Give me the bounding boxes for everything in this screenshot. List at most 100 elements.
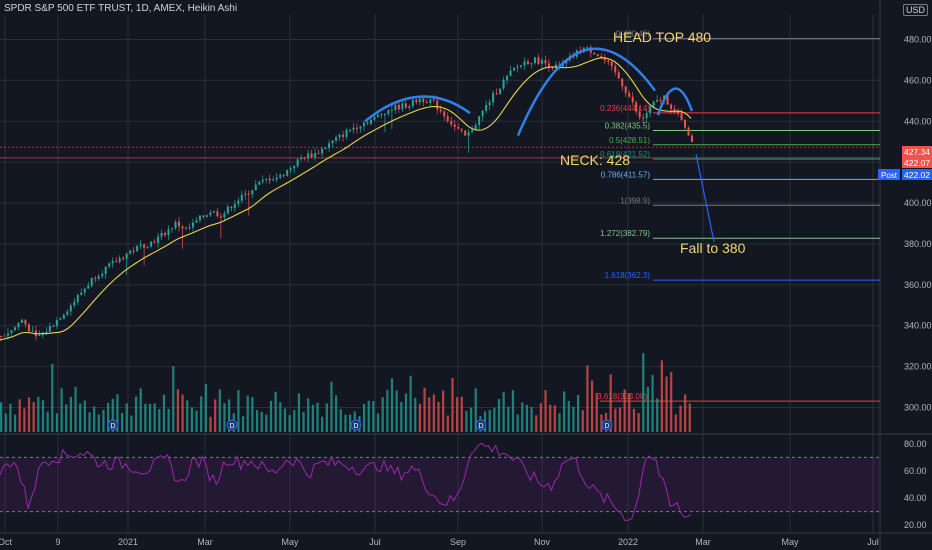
volume-bar [497, 399, 501, 432]
candle-body [136, 245, 139, 252]
volume-bar [23, 408, 26, 432]
candle-body [677, 110, 680, 114]
volume-bar [167, 408, 170, 432]
projection-line [695, 153, 715, 243]
candle-body [436, 100, 439, 110]
volume-bar [181, 394, 184, 432]
candle-body [237, 200, 240, 205]
candle-body [303, 157, 306, 159]
candle-body [495, 93, 498, 95]
dividend-marker [601, 419, 613, 431]
candle-body [240, 194, 243, 201]
volume-bar [339, 408, 342, 432]
post-tag-prefix-label: Post [881, 171, 898, 180]
symbol-title[interactable]: SPDR S&P 500 ETF TRUST, 1D, AMEX, Heikin… [4, 3, 238, 14]
volume-bar [32, 402, 35, 432]
candle-body [251, 190, 254, 195]
dividend-marker-label: D [110, 423, 115, 430]
rsi-tick-label: 20.00 [904, 520, 927, 530]
x-tick-label: May [781, 537, 799, 547]
price-tag [902, 169, 932, 180]
volume-bar [195, 410, 198, 432]
volume-bar [632, 408, 636, 432]
candle-body [108, 263, 111, 267]
candle-body [258, 181, 261, 185]
volume-bar [111, 398, 114, 432]
candle-body [27, 324, 30, 332]
candle-body [300, 157, 303, 160]
candle-body [289, 168, 292, 170]
volume-bar [134, 396, 138, 432]
volume-bar [372, 401, 375, 432]
candle-body [422, 98, 425, 102]
candle-body [132, 250, 135, 252]
volume-bar [251, 397, 254, 432]
volume-bar [493, 407, 496, 432]
volume-bar [120, 412, 124, 432]
candle-body [76, 294, 79, 302]
volume-bar [381, 397, 384, 432]
candle-body [31, 330, 34, 332]
price-tag-label: 427.34 [904, 147, 930, 157]
volume-bar [544, 389, 547, 432]
candle-body [212, 211, 215, 213]
volume-bar [409, 375, 412, 432]
candle-body [48, 326, 51, 332]
candle-body [146, 246, 149, 248]
volume-bar [107, 402, 110, 432]
candle-body [631, 96, 634, 103]
candle-body [13, 327, 16, 331]
candle-body [509, 70, 512, 76]
volume-bar [46, 411, 49, 432]
volume-bar [190, 407, 193, 432]
candle-body [617, 72, 620, 79]
volume-bar [451, 377, 454, 432]
candle-body [684, 119, 687, 128]
candle-body [279, 174, 282, 178]
volume-bar [297, 393, 301, 432]
candle-body [408, 106, 411, 108]
candle-body [642, 117, 645, 119]
candle-body [83, 288, 86, 293]
candle-body [219, 216, 222, 218]
x-tick-label: 2021 [118, 537, 138, 547]
volume-bar [637, 413, 640, 432]
rsi-panel [0, 442, 880, 521]
candle-body [38, 335, 41, 337]
currency-badge[interactable]: USD [903, 4, 929, 16]
volume-bar [13, 414, 17, 432]
candle-body [467, 132, 470, 136]
candle-body [387, 110, 390, 114]
volume-bar [600, 414, 603, 432]
candle-body [659, 99, 662, 101]
candle-body [286, 169, 289, 176]
volume-bar [265, 414, 268, 432]
candle-body [55, 320, 58, 326]
volume-bar [41, 400, 45, 432]
candle-body [628, 93, 631, 97]
candle-body [355, 127, 358, 129]
candle-body [62, 314, 65, 319]
dividend-marker-label: D [604, 423, 609, 430]
candle-body [317, 153, 320, 155]
y-tick-label: 440.00 [904, 116, 932, 126]
candle-body [586, 47, 589, 49]
dividend-marker-label: D [229, 423, 234, 430]
x-tick-label: Jul [369, 537, 381, 547]
candle-body [216, 211, 219, 217]
candle-body [184, 227, 187, 229]
volume-bar [302, 412, 305, 432]
x-tick-label: 9 [55, 537, 60, 547]
candle-body [481, 110, 484, 117]
volume-bar [684, 394, 687, 432]
candle-body [296, 159, 299, 166]
y-tick-label: 320.00 [904, 362, 932, 372]
volume-bar [507, 406, 510, 432]
moving-average-line [0, 57, 692, 341]
candle-body [223, 213, 226, 218]
candle-body [73, 301, 76, 306]
rsi-band [0, 457, 880, 512]
volume-bar [325, 403, 328, 432]
candle-body [516, 66, 519, 68]
